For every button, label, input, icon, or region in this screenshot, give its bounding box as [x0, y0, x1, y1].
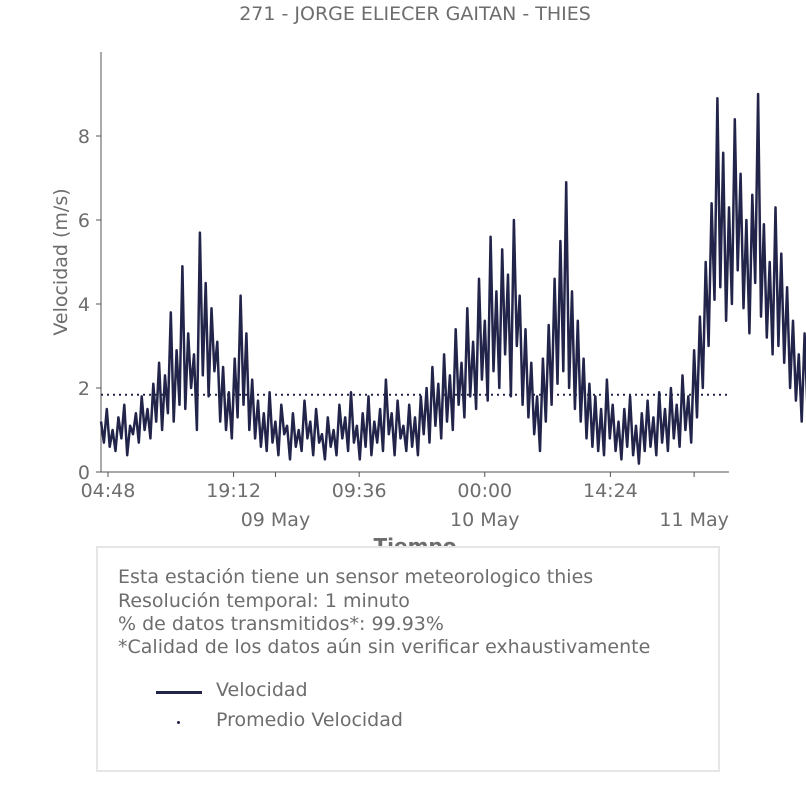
- plot-area: 0 2 4 6 8 04:48 19:12 09 May 09:36 00:00 10 May 14:…: [50, 52, 806, 558]
- info-line-sensor: Esta estación tiene un sensor meteorolog…: [118, 566, 594, 588]
- legend-swatch-promedio: [177, 721, 180, 724]
- chart-title: 271 - JORGE ELIECER GAITAN - THIES: [239, 3, 591, 25]
- x-tick-label-1: 19:12: [206, 480, 261, 502]
- y-tick-label-3: 6: [78, 210, 90, 232]
- x-tick-label-5: 14:24: [583, 480, 638, 502]
- y-tick-label-4: 8: [78, 126, 90, 148]
- x-tick-label-3: 09:36: [332, 480, 387, 502]
- info-legend-box: Esta estación tiene un sensor meteorolog…: [96, 546, 720, 772]
- legend-swatch-velocidad: [156, 691, 202, 694]
- legend-label-promedio: Promedio Velocidad: [216, 709, 403, 731]
- x-tick-sublabel-2: 09 May: [241, 509, 311, 531]
- x-tick-label-4: 00:00: [457, 480, 512, 502]
- y-tick-label-0: 0: [78, 462, 90, 484]
- y-tick-label-2: 4: [78, 294, 90, 316]
- info-line-transmitted: % de datos transmitidos*: 99.93%: [118, 613, 444, 635]
- series-line-velocidad: [99, 92, 806, 465]
- info-line-quality: *Calidad de los datos aún sin verificar …: [118, 636, 651, 658]
- y-tick-label-1: 2: [78, 378, 90, 400]
- x-tick-label-0: 04:48: [81, 480, 136, 502]
- legend-label-velocidad: Velocidad: [216, 679, 308, 701]
- y-axis-label: Velocidad (m/s): [50, 188, 72, 335]
- x-tick-sublabel-4: 10 May: [450, 509, 520, 531]
- x-tick-sublabel-6: 11 May: [659, 509, 729, 531]
- info-line-resolution: Resolución temporal: 1 minuto: [118, 590, 410, 612]
